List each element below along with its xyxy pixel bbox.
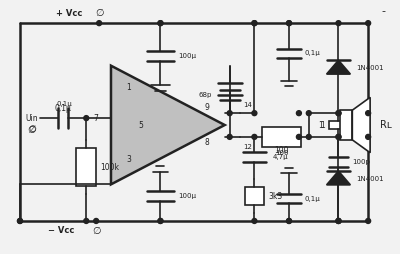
- Circle shape: [306, 111, 311, 116]
- Text: ∅: ∅: [92, 226, 100, 236]
- Circle shape: [227, 111, 232, 116]
- FancyBboxPatch shape: [340, 110, 352, 140]
- Text: Rʟ: Rʟ: [380, 120, 392, 130]
- Circle shape: [252, 111, 257, 116]
- Circle shape: [286, 218, 292, 224]
- Text: 1N4001: 1N4001: [356, 176, 384, 182]
- Text: 7: 7: [94, 114, 98, 123]
- Circle shape: [286, 21, 292, 26]
- Circle shape: [336, 21, 341, 26]
- Text: 3: 3: [126, 155, 131, 164]
- Circle shape: [366, 134, 371, 139]
- Circle shape: [252, 218, 257, 224]
- Text: 100: 100: [274, 146, 289, 155]
- FancyBboxPatch shape: [76, 148, 96, 186]
- Circle shape: [286, 218, 292, 224]
- Circle shape: [286, 21, 292, 26]
- Text: Uin: Uin: [26, 114, 38, 123]
- Circle shape: [252, 21, 257, 26]
- Circle shape: [306, 134, 311, 139]
- FancyBboxPatch shape: [262, 127, 301, 147]
- FancyBboxPatch shape: [244, 187, 264, 205]
- Text: 100k: 100k: [100, 163, 119, 171]
- Circle shape: [18, 218, 22, 224]
- Text: 0,1μ: 0,1μ: [57, 101, 72, 107]
- Text: 1: 1: [318, 120, 323, 130]
- Circle shape: [336, 134, 341, 139]
- Text: 100p: 100p: [352, 158, 370, 165]
- Text: 1: 1: [126, 83, 131, 92]
- Text: 5: 5: [138, 120, 143, 130]
- FancyBboxPatch shape: [328, 121, 348, 129]
- Polygon shape: [352, 97, 370, 153]
- Text: ∅: ∅: [28, 125, 36, 135]
- Circle shape: [158, 218, 163, 224]
- Text: 1N4001: 1N4001: [356, 65, 384, 71]
- Circle shape: [366, 21, 371, 26]
- Text: 4,7μ: 4,7μ: [272, 154, 288, 160]
- Circle shape: [252, 21, 257, 26]
- Polygon shape: [111, 66, 225, 184]
- Text: ∅: ∅: [28, 125, 36, 134]
- Text: 100: 100: [275, 150, 288, 156]
- Text: 8: 8: [204, 138, 209, 147]
- Circle shape: [158, 218, 163, 224]
- Circle shape: [336, 218, 341, 224]
- Text: 1: 1: [320, 120, 325, 130]
- Circle shape: [252, 134, 257, 139]
- Circle shape: [296, 134, 301, 139]
- Text: 100μ: 100μ: [178, 53, 196, 59]
- Text: 12: 12: [243, 144, 252, 150]
- Text: -: -: [381, 6, 385, 16]
- Circle shape: [97, 21, 102, 26]
- Text: 14: 14: [243, 102, 252, 108]
- Text: 3k3: 3k3: [268, 192, 282, 201]
- Circle shape: [94, 218, 99, 224]
- Text: 9: 9: [204, 103, 209, 112]
- Circle shape: [227, 134, 232, 139]
- Text: 0,1μ: 0,1μ: [54, 104, 72, 113]
- Circle shape: [296, 111, 301, 116]
- Text: + Vcc: + Vcc: [56, 9, 83, 18]
- Circle shape: [336, 111, 341, 116]
- Circle shape: [84, 218, 89, 224]
- Circle shape: [158, 21, 163, 26]
- Text: 0,1μ: 0,1μ: [305, 50, 320, 56]
- Circle shape: [158, 21, 163, 26]
- Text: 68p: 68p: [198, 92, 212, 98]
- Text: 0,1μ: 0,1μ: [305, 196, 320, 202]
- Circle shape: [336, 218, 341, 224]
- Circle shape: [366, 218, 371, 224]
- Text: 100μ: 100μ: [178, 193, 196, 199]
- Circle shape: [18, 218, 22, 224]
- Circle shape: [336, 134, 341, 139]
- Polygon shape: [327, 60, 350, 74]
- Text: ∅: ∅: [95, 8, 103, 18]
- Circle shape: [336, 218, 341, 224]
- Text: − Vcc: − Vcc: [48, 226, 75, 235]
- Circle shape: [366, 111, 371, 116]
- Circle shape: [84, 116, 89, 121]
- Polygon shape: [327, 171, 350, 185]
- Circle shape: [336, 111, 341, 116]
